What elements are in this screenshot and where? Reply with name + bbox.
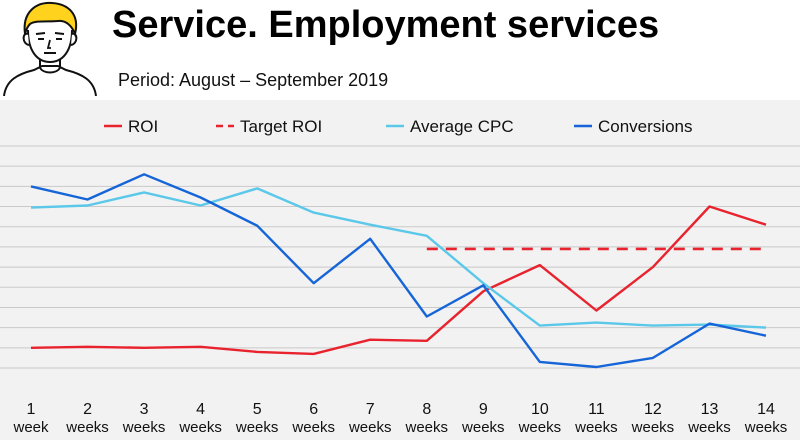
x-tick-unit: weeks <box>461 419 505 436</box>
x-tick-unit: weeks <box>291 419 335 436</box>
x-tick-number: 10 <box>531 401 549 418</box>
x-tick-number: 9 <box>479 401 488 418</box>
legend-label-conversions: Conversions <box>598 117 693 136</box>
x-tick-unit: weeks <box>687 419 731 436</box>
x-tick-number: 6 <box>309 401 318 418</box>
x-tick-unit: weeks <box>405 419 449 436</box>
x-tick-unit: weeks <box>631 419 675 436</box>
period-subtitle: Period: August – September 2019 <box>118 70 389 90</box>
x-tick-number: 8 <box>422 401 431 418</box>
x-tick-unit: weeks <box>574 419 618 436</box>
x-tick-number: 12 <box>644 401 662 418</box>
header: Service. Employment services Period: Aug… <box>0 0 800 100</box>
x-tick-number: 11 <box>588 401 605 418</box>
x-tick-unit: weeks <box>518 419 562 436</box>
x-tick-number: 5 <box>253 401 262 418</box>
x-tick-number: 3 <box>140 401 149 418</box>
x-tick-number: 2 <box>83 401 92 418</box>
x-tick-number: 4 <box>196 401 205 418</box>
x-tick-unit: weeks <box>122 419 166 436</box>
series-line-roi <box>30 205 767 356</box>
legend-label-target-roi: Target ROI <box>240 117 322 136</box>
legend-label-average-cpc: Average CPC <box>410 117 514 136</box>
chart-area: ROI Target ROI Average CPC Conversions 1 week… <box>0 100 800 440</box>
x-tick-number: 7 <box>366 401 375 418</box>
x-tick-number: 14 <box>757 401 775 418</box>
x-tick-unit: weeks <box>744 419 788 436</box>
line-chart: ROI Target ROI Average CPC Conversions1week… <box>0 117 800 436</box>
x-tick-unit: weeks <box>348 419 392 436</box>
x-tick-unit: weeks <box>65 419 109 436</box>
person-avatar-icon <box>3 1 97 96</box>
x-tick-unit: weeks <box>235 419 279 436</box>
x-tick-unit: week <box>12 419 49 436</box>
series-line-average-cpc <box>30 187 767 329</box>
legend-label-roi: ROI <box>128 117 158 136</box>
page-title: Service. Employment services <box>112 4 660 46</box>
x-tick-unit: weeks <box>178 419 222 436</box>
x-tick-number: 1 <box>27 401 36 418</box>
series-line-conversions <box>30 173 767 369</box>
x-tick-number: 13 <box>701 401 719 418</box>
